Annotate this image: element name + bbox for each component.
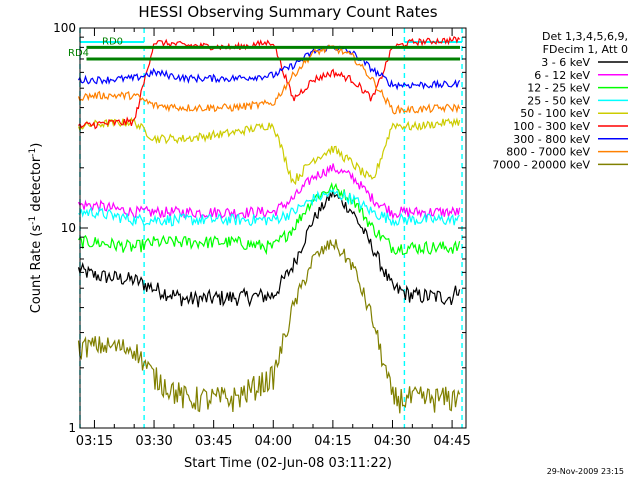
- legend-entry-label: 7000 - 20000 keV: [492, 158, 590, 171]
- y-tick-label: 10: [61, 221, 76, 235]
- series-line-1: [77, 189, 461, 308]
- legend-header-line1: Det 1,3,4,5,6,9,: [542, 30, 628, 43]
- legend-entry-label: 100 - 300 keV: [513, 120, 590, 133]
- series-line-9: [77, 239, 461, 414]
- x-tick-label: 03:45: [195, 434, 232, 449]
- x-tick-label: 03:30: [135, 434, 172, 449]
- legend-entry-label: 50 - 100 keV: [520, 107, 590, 120]
- x-tick-label: 03:15: [76, 434, 113, 449]
- annotation-layer: RD0 RD4: [68, 36, 461, 61]
- legend-entry-label: 3 - 6 keV: [541, 56, 590, 69]
- legend-entry-label: 12 - 25 keV: [527, 82, 590, 95]
- x-tick-label: 04:45: [433, 434, 470, 449]
- x-tick-label: 04:15: [314, 434, 351, 449]
- series-line-7: [77, 44, 461, 91]
- legend-entry-label: 800 - 7000 keV: [506, 146, 590, 159]
- x-axis-label: Start Time (02-Jun-08 03:11:22): [184, 456, 392, 471]
- footer-timestamp: 29-Nov-2009 23:15: [547, 467, 624, 476]
- x-axis: 03:15 03:30 03:45 04:00 04:15 04:30 04:45: [76, 28, 471, 449]
- y-axis-label: Count Rate (s-1 detector-1): [28, 143, 44, 314]
- annotation-label-rd0: RD0: [102, 36, 123, 47]
- x-tick-label: 04:30: [374, 434, 411, 449]
- annotation-label-rd4: RD4: [68, 48, 89, 59]
- y-tick-label: 1: [68, 421, 76, 435]
- series-line-3: [77, 181, 461, 256]
- series-line-8: [77, 44, 461, 115]
- chart-title: HESSI Observing Summary Count Rates: [138, 3, 437, 21]
- y-axis: 1 10 100: [53, 21, 466, 435]
- x-tick-label: 04:00: [255, 434, 292, 449]
- series-layer: [77, 36, 461, 414]
- series-line-5: [77, 116, 461, 186]
- legend-entry-label: 25 - 50 keV: [527, 94, 590, 107]
- legend-entry-label: 300 - 800 keV: [513, 133, 590, 146]
- legend-header-line2: FDecim 1, Att 0: [543, 43, 628, 56]
- legend-entry-label: 6 - 12 keV: [534, 69, 590, 82]
- y-tick-label: 100: [53, 21, 76, 35]
- legend: Det 1,3,4,5,6,9, FDecim 1, Att 0 3 - 6 k…: [492, 30, 628, 171]
- series-line-4: [78, 188, 460, 227]
- series-line-2: [77, 163, 461, 221]
